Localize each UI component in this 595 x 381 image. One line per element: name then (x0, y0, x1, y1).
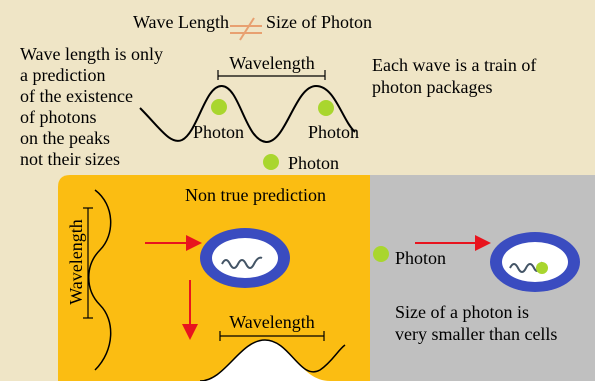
wavelength-label: Wavelength (229, 53, 315, 73)
header-right: Size of Photon (266, 12, 372, 32)
photon-label: Photon (308, 122, 359, 142)
photon-dot (373, 246, 389, 262)
photon-dot (211, 99, 227, 115)
photon-dot (263, 154, 279, 170)
vertical-label: Wavelength (66, 219, 86, 305)
note-line: of photons (20, 107, 97, 127)
note-line: on the peaks (20, 128, 110, 148)
panel-title: Non true prediction (185, 185, 326, 205)
note-line: Wave length is only (20, 44, 163, 64)
note-line: Size of a photon is (395, 302, 529, 322)
note-line: not their sizes (20, 149, 120, 169)
diagram: Wave Length Size of Photon Wave length i… (0, 0, 595, 381)
header-left: Wave Length (133, 12, 229, 32)
photon-label: Photon (288, 153, 339, 173)
photon-dot (318, 100, 334, 116)
cell (200, 228, 290, 288)
note-line: a prediction (20, 65, 105, 85)
note-right: Each wave is a train of (372, 55, 536, 75)
photon-label: Photon (193, 122, 244, 142)
note-line: very smaller than cells (395, 324, 557, 344)
bottom-label: Wavelength (229, 312, 315, 332)
cell (490, 232, 580, 292)
note-line: of the existence (20, 86, 133, 106)
photon-label: Photon (395, 248, 446, 268)
note-right: photon packages (372, 77, 492, 97)
